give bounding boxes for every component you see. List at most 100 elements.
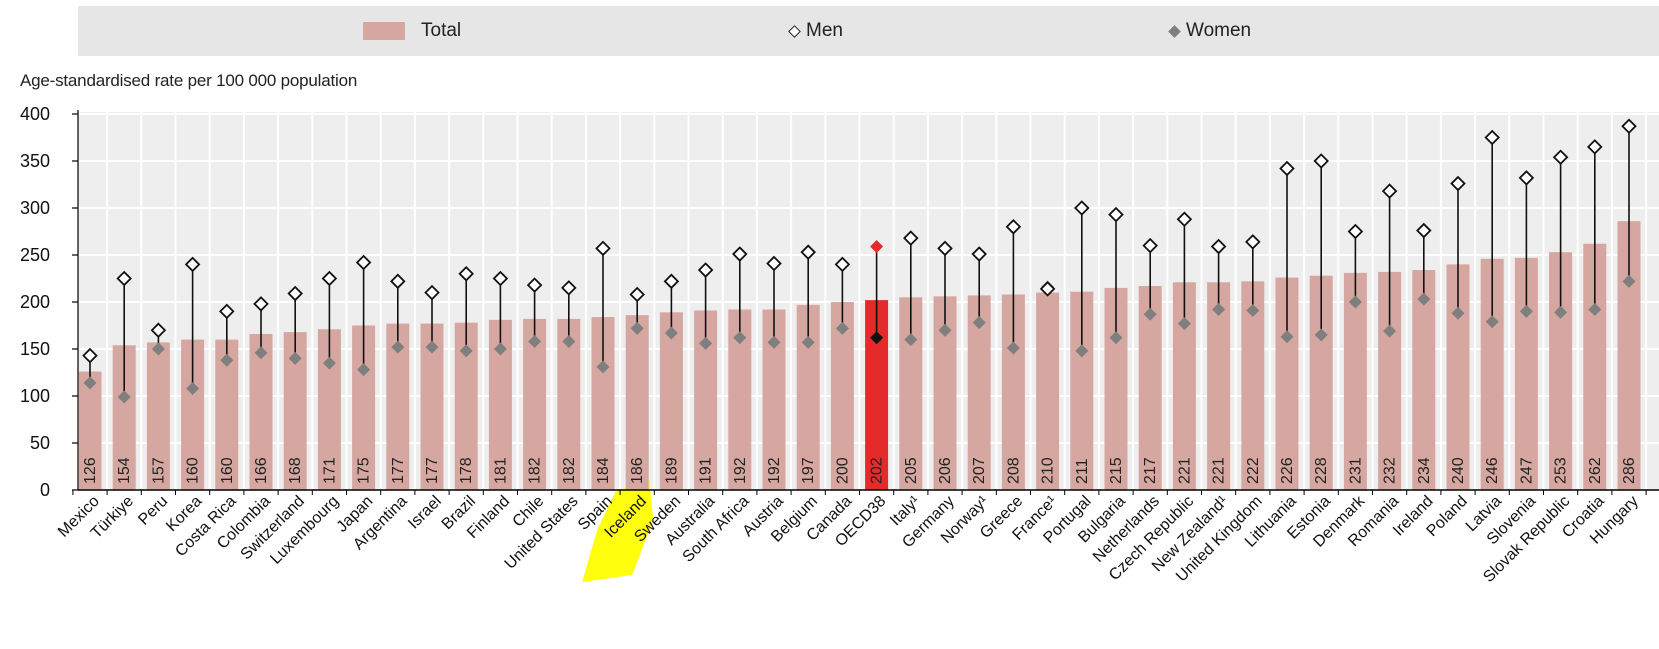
marker-women <box>1177 317 1191 331</box>
bar-total <box>181 339 205 490</box>
bar-total <box>1172 282 1196 490</box>
marker-women <box>664 326 678 340</box>
bar-data-label: 210 <box>1040 457 1057 484</box>
bar-data-label: 166 <box>253 457 270 484</box>
marker-men <box>629 286 645 303</box>
legend-item-men: Men <box>788 6 843 56</box>
marker-men <box>1142 237 1158 254</box>
bar-data-label: 160 <box>185 457 202 484</box>
bar-total <box>112 345 136 490</box>
marker-men <box>1484 129 1500 146</box>
marker-women <box>1246 303 1260 317</box>
bar-data-label: 177 <box>390 457 407 484</box>
marker-women <box>1622 274 1636 288</box>
bar-total <box>728 309 752 490</box>
marker-men <box>663 273 680 290</box>
bar-total <box>1480 258 1504 490</box>
legend-swatch-total <box>363 22 405 40</box>
bar-total <box>1378 271 1402 490</box>
bar-data-label: 192 <box>766 457 783 484</box>
marker-women <box>835 321 849 335</box>
bar-data-label: 231 <box>1347 457 1364 484</box>
marker-men <box>834 256 851 273</box>
bar-total <box>899 297 923 490</box>
bar-data-label: 197 <box>800 457 817 484</box>
marker-men <box>150 322 167 338</box>
marker-men <box>458 266 474 282</box>
marker-men <box>1005 219 1022 235</box>
bar-data-label: 191 <box>698 457 715 484</box>
marker-women <box>1417 292 1431 306</box>
marker-women <box>801 335 815 349</box>
marker-men <box>1279 160 1295 177</box>
bar-total <box>317 329 341 490</box>
bar-data-label: 154 <box>116 457 133 484</box>
bar-total <box>1617 221 1641 490</box>
bar-total <box>420 323 444 490</box>
bar-data-label: 205 <box>903 457 920 484</box>
bar-data-label: 226 <box>1279 457 1296 484</box>
bar-total <box>1207 282 1231 490</box>
bar-data-label: 181 <box>492 457 509 484</box>
bar-data-label: 178 <box>458 457 475 484</box>
marker-men <box>971 246 987 262</box>
bar-total <box>78 371 102 490</box>
marker-women <box>1519 304 1533 318</box>
marker-women <box>1212 303 1226 317</box>
bar-total <box>1583 243 1607 490</box>
marker-women <box>870 331 884 345</box>
y-tick-label: 350 <box>20 151 50 171</box>
bar-data-label: 234 <box>1416 457 1433 484</box>
bar-data-label: 215 <box>1108 457 1125 484</box>
marker-men <box>697 262 714 278</box>
bar-data-label: 182 <box>561 457 578 484</box>
marker-women <box>459 344 473 358</box>
bar-data-label: 192 <box>732 457 749 484</box>
marker-women <box>1348 295 1362 309</box>
marker-men <box>526 277 543 293</box>
bar-data-label: 202 <box>869 457 886 484</box>
y-tick-label: 100 <box>20 386 50 406</box>
marker-women <box>1588 303 1602 317</box>
marker-women <box>1075 344 1089 358</box>
y-tick-label: 50 <box>30 433 50 453</box>
legend-item-total: Total <box>363 6 461 56</box>
marker-men <box>219 303 235 320</box>
marker-men <box>287 285 303 302</box>
marker-women <box>425 340 439 354</box>
bar-total <box>694 310 718 490</box>
marker-men <box>1621 118 1637 134</box>
bar-data-label: 286 <box>1621 457 1638 484</box>
bar-total <box>1309 275 1333 490</box>
bar-data-label: 208 <box>1005 457 1022 484</box>
marker-men <box>1347 223 1364 240</box>
marker-men <box>1518 170 1535 186</box>
bar-total <box>1001 294 1025 490</box>
bar-total <box>283 332 307 490</box>
bar-total <box>865 300 889 490</box>
bar-total <box>488 319 512 490</box>
bar-total <box>386 323 410 490</box>
bar-total <box>830 302 854 490</box>
marker-men <box>116 270 132 287</box>
bar-data-label: 247 <box>1518 457 1535 484</box>
marker-women <box>1485 315 1499 329</box>
bar-total <box>1514 257 1538 490</box>
y-tick-label: 200 <box>20 292 50 312</box>
marker-men <box>1313 153 1329 169</box>
bar-total <box>659 312 683 490</box>
bar-data-label: 157 <box>150 457 167 484</box>
bar-data-label: 175 <box>356 457 373 484</box>
bar-data-label: 232 <box>1382 457 1399 484</box>
marker-men <box>1381 183 1398 199</box>
y-tick-label: 0 <box>40 480 50 500</box>
marker-women <box>117 390 131 404</box>
y-tick-label: 300 <box>20 198 50 218</box>
marker-men <box>390 273 406 290</box>
marker-women <box>357 363 371 377</box>
bar-total <box>352 325 376 490</box>
legend-label-women: Women <box>1186 20 1252 41</box>
bar-data-label: 126 <box>82 457 99 484</box>
bar-data-label: 246 <box>1484 457 1501 484</box>
marker-women <box>904 333 918 347</box>
